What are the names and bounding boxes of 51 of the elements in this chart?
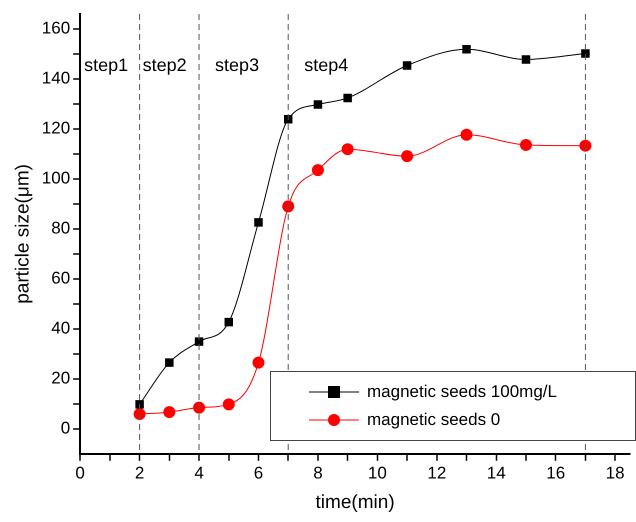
annotation: step1 [84,54,128,75]
x-tick-label: 18 [606,464,625,483]
point [402,61,412,70]
point [284,114,292,124]
point [194,337,204,346]
x-tick-label: 2 [134,464,144,483]
x-tick-label: 10 [368,464,387,483]
point [254,218,263,227]
point [342,143,354,156]
point [282,200,294,212]
point [579,140,592,152]
point [312,164,324,176]
legend-label: magnetic seeds 100mg/L [367,382,557,402]
point [193,402,206,414]
annotation: step2 [142,54,187,75]
y-tick-label: 20 [51,368,70,388]
y-tick-label: 140 [42,68,70,88]
point [520,138,532,151]
annotation: step4 [304,54,348,75]
point [462,44,471,54]
x-tick-label: 12 [427,464,446,483]
point [252,356,264,369]
point [401,150,414,162]
point [581,49,590,58]
point [460,128,473,141]
y-tick-label: 0 [60,418,70,438]
x-tick-label: 6 [254,464,264,483]
y-tick-label: 120 [42,118,70,138]
point [135,400,144,409]
point [343,94,352,102]
y-tick-label: 100 [42,168,70,188]
point [314,100,322,109]
y-tick-label: 60 [51,268,70,288]
y-axis-title: particle size(μm) [12,164,34,304]
point [522,55,530,64]
x-tick-label: 14 [486,464,506,483]
x-tick-label: 8 [313,464,323,483]
point [163,406,176,418]
x-axis-title: time(min) [315,492,395,513]
y-tick-label: 40 [51,318,70,338]
x-tick-label: 0 [75,464,85,483]
point [165,358,174,367]
point [222,398,235,410]
point [224,318,234,326]
x-tick-label: 4 [194,464,204,483]
y-tick-label: 160 [42,18,70,38]
annotation: step3 [215,54,260,75]
point [134,408,146,420]
x-tick-label: 16 [546,464,566,483]
y-tick-label: 80 [51,218,70,238]
legend-label: magnetic seeds 0 [367,410,500,430]
